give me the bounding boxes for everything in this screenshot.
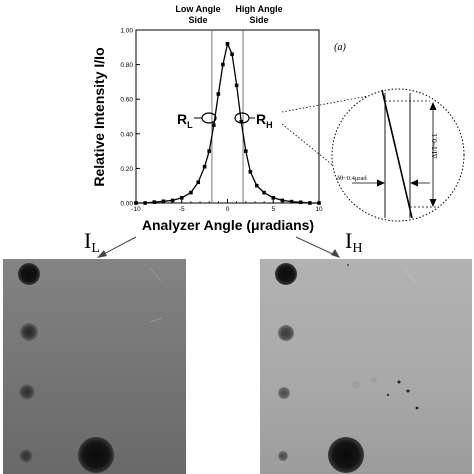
- x-tick-label: 5: [271, 206, 275, 213]
- data-point: [211, 123, 216, 127]
- delta-theta-label: δθ~0.4μrad: [337, 175, 367, 182]
- y-tick-label: 0.20: [120, 166, 133, 173]
- image-right-dot-5: [347, 264, 349, 266]
- image-right-scratch-1: [403, 267, 416, 284]
- y-tick-label: 0.80: [120, 62, 133, 69]
- image-left-scratch-1: [149, 267, 162, 282]
- image-left-arrowhead: [97, 250, 107, 258]
- high-angle-label-line1: High Angle: [235, 4, 282, 14]
- image-right-spot-1: [275, 263, 297, 285]
- rh-label: RH: [256, 111, 273, 130]
- inset-curve-segment: [381, 89, 413, 219]
- image-right-spot-2: [278, 325, 294, 341]
- data-point: [308, 201, 312, 205]
- delta-theta-left-arrowhead: [377, 179, 385, 187]
- data-point: [254, 183, 259, 188]
- data-point: [280, 198, 285, 203]
- data-point: [239, 119, 244, 124]
- image-right-blob-1: [352, 381, 360, 389]
- y-tick-label: 0.60: [120, 97, 133, 104]
- data-point: [262, 190, 266, 195]
- intensity-curve: [136, 41, 319, 204]
- data-point: [221, 62, 225, 67]
- data-point: [298, 200, 303, 205]
- data-point: [196, 180, 201, 185]
- data-point: [189, 190, 193, 195]
- delta-i-arrow-down: [429, 199, 437, 207]
- data-point: [170, 198, 175, 203]
- image-right-dot-2: [406, 389, 410, 393]
- x-tick-label: -5: [179, 206, 185, 213]
- data-point: [225, 42, 230, 46]
- image-left-spot-2: [20, 323, 38, 341]
- plot-frame: [135, 29, 320, 204]
- x-axis-ticks: -10 -5 0 5 10: [131, 199, 323, 213]
- image-right-background: [260, 259, 472, 474]
- image-right-arrow: [295, 236, 338, 257]
- x-tick-label: 10: [315, 206, 323, 213]
- data-point: [271, 196, 276, 200]
- data-markers: [134, 42, 321, 205]
- image-left-arrow: [99, 236, 137, 257]
- x-tick-label: -10: [131, 206, 141, 213]
- delta-i-arrow-up: [429, 102, 437, 110]
- data-point: [207, 149, 211, 153]
- image-right-dot-4: [415, 406, 419, 410]
- y-axis-label: Relative Intensity I/Io: [91, 47, 107, 186]
- data-point: [179, 196, 184, 200]
- data-point: [234, 83, 239, 88]
- image-high-angle: [260, 259, 472, 474]
- data-point: [244, 149, 248, 153]
- y-tick-label: 0.40: [120, 131, 133, 138]
- data-point: [202, 164, 207, 169]
- image-left-spot-1: [18, 263, 40, 285]
- y-tick-label: 0.00: [120, 201, 133, 208]
- reference-lines: [211, 30, 244, 203]
- image-right-spot-5: [328, 437, 364, 473]
- rl-ellipse: [201, 112, 217, 124]
- image-right-dot-3: [386, 393, 390, 397]
- low-angle-label-line2: Side: [188, 15, 207, 25]
- data-point: [317, 201, 321, 205]
- y-tick-label: 1.00: [120, 28, 133, 35]
- x-tick-label: 0: [226, 206, 230, 213]
- data-point: [152, 200, 157, 204]
- image-left-spot-4: [19, 449, 33, 463]
- delta-theta-right-arrowhead: [410, 179, 418, 187]
- y-axis-ticks: 0.00 0.20 0.40 0.60 0.80 1.00: [120, 28, 140, 208]
- delta-i-label: ΔI/I~0.1: [430, 133, 439, 159]
- image-right-label: IH: [345, 228, 362, 256]
- data-point: [289, 199, 294, 204]
- zoom-inset: ΔI/I~0.1 δθ~0.4μrad: [331, 88, 465, 222]
- data-point: [143, 201, 147, 205]
- data-point: [134, 201, 138, 205]
- image-right-dot-1: [397, 380, 401, 384]
- data-point: [230, 52, 234, 57]
- image-left-label: IL: [84, 228, 100, 256]
- x-axis-label: Analyzer Angle (μradians): [142, 217, 314, 233]
- image-left-scratch-2: [149, 317, 163, 323]
- image-right-spot-3: [278, 387, 290, 399]
- image-low-angle: [3, 259, 186, 474]
- data-point: [248, 170, 253, 174]
- image-right-arrowhead: [331, 249, 340, 258]
- image-left-spot-3: [19, 384, 35, 400]
- rl-label: RL: [177, 111, 193, 130]
- low-angle-label-line1: Low Angle: [175, 4, 220, 14]
- image-left-spot-5: [78, 437, 114, 473]
- image-right-blob-2: [371, 377, 377, 383]
- image-right-spot-4: [278, 451, 288, 461]
- panel-label: (a): [334, 42, 346, 53]
- high-angle-label-line2: Side: [249, 15, 268, 25]
- data-point: [216, 92, 221, 96]
- data-point: [161, 199, 166, 204]
- intensity-chart: 0.00 0.20 0.40 0.60 0.80 1.00 -10 -5 0 5 10 Relat…: [91, 4, 391, 233]
